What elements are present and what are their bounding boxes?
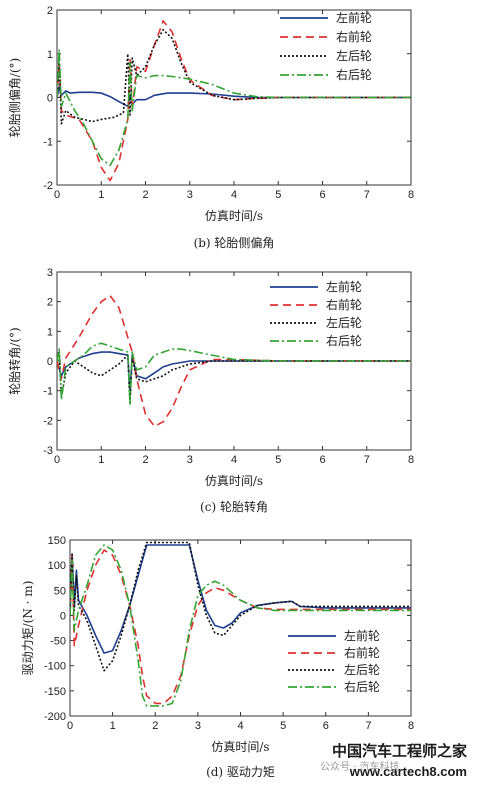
x-tick-label: 3	[195, 720, 201, 732]
series-line-1	[57, 294, 411, 428]
y-tick-label: 100	[48, 560, 66, 572]
x-tick-label: 3	[187, 454, 193, 466]
legend-label-2: 左后轮	[344, 662, 380, 677]
y-tick-label: -150	[44, 686, 66, 698]
x-tick-label: 8	[408, 720, 414, 732]
y-tick-label: 50	[54, 585, 66, 597]
series-line-1	[57, 20, 411, 182]
legend-label-0: 左前轮	[344, 628, 380, 643]
series-line-3	[57, 48, 411, 167]
x-tick-label: 5	[275, 454, 281, 466]
y-tick-label: 0	[60, 610, 66, 622]
legend-label-3: 右后轮	[326, 333, 362, 348]
x-tick-label: 1	[98, 189, 104, 201]
x-tick-label: 6	[319, 454, 325, 466]
x-tick-label: 7	[365, 720, 371, 732]
y-tick-label: -200	[44, 711, 66, 723]
x-tick-label: 8	[408, 454, 414, 466]
x-tick-label: 4	[231, 454, 237, 466]
legend-label-1: 右前轮	[336, 29, 372, 44]
series-line-0	[57, 351, 411, 395]
y-tick-label: -3	[43, 445, 53, 457]
watermark-site: www.cartech8.com	[349, 764, 467, 779]
y-tick-label: 3	[47, 267, 53, 279]
y-tick-label: 2	[47, 297, 53, 309]
y-axis-label: 驱动力矩/(N · m)	[21, 581, 35, 676]
x-tick-label: 2	[152, 720, 158, 732]
series-line-3	[70, 544, 411, 707]
panel-caption: (b) 轮胎侧偏角	[194, 235, 275, 250]
y-tick-label: 1	[47, 326, 53, 338]
y-tick-label: -1	[43, 136, 53, 148]
legend-label-2: 左后轮	[326, 315, 362, 330]
y-tick-label: 1	[47, 49, 53, 61]
x-tick-label: 5	[275, 189, 281, 201]
legend-label-0: 左前轮	[336, 10, 372, 25]
x-axis-label: 仿真时间/s	[205, 474, 263, 488]
legend-label-3: 右后轮	[336, 67, 372, 82]
y-tick-label: -1	[43, 386, 53, 398]
x-tick-label: 2	[142, 189, 148, 201]
x-tick-label: 6	[323, 720, 329, 732]
x-tick-label: 0	[54, 454, 60, 466]
x-tick-label: 7	[364, 189, 370, 201]
x-tick-label: 0	[67, 720, 73, 732]
y-tick-label: -100	[44, 661, 66, 673]
legend-label-0: 左前轮	[326, 279, 362, 294]
x-axis-label: 仿真时间/s	[211, 740, 269, 754]
x-tick-label: 7	[364, 454, 370, 466]
chart-panel-2: 0 1 2 3 4 5 6 7 8-200-150-100-50050100150左前轮右前轮左…	[21, 535, 414, 779]
panel-caption: (d) 驱动力矩	[206, 765, 275, 779]
x-tick-label: 8	[408, 189, 414, 201]
x-tick-label: 4	[231, 189, 237, 201]
series-line-0	[57, 85, 411, 108]
y-tick-label: 2	[47, 5, 53, 17]
x-tick-label: 1	[98, 454, 104, 466]
series-line-1	[70, 549, 411, 705]
panel-caption: (c) 轮胎转角	[200, 499, 268, 514]
y-tick-label: -2	[43, 415, 53, 427]
x-tick-label: 3	[187, 189, 193, 201]
y-axis-label: 轮胎侧偏角/(°)	[7, 58, 22, 137]
watermark-brand: 中国汽车工程师之家	[332, 742, 467, 760]
series-line-3	[57, 342, 411, 407]
x-tick-label: 2	[142, 454, 148, 466]
y-tick-label: -2	[43, 180, 53, 192]
y-tick-label: 0	[47, 356, 53, 368]
y-tick-label: 0	[47, 93, 53, 105]
series-line-2	[57, 28, 411, 125]
x-tick-label: 1	[110, 720, 116, 732]
legend-label-1: 右前轮	[326, 297, 362, 312]
x-tick-label: 5	[280, 720, 286, 732]
x-axis-label: 仿真时间/s	[205, 209, 263, 223]
x-tick-label: 0	[54, 189, 60, 201]
x-tick-label: 4	[237, 720, 243, 732]
y-tick-label: -50	[50, 636, 66, 648]
x-tick-label: 6	[319, 189, 325, 201]
legend-label-1: 右前轮	[344, 645, 380, 660]
watermark-faint: 公众号 · 汽车科技	[320, 760, 400, 773]
legend-label-3: 右后轮	[344, 679, 380, 694]
y-tick-label: 150	[48, 535, 66, 547]
y-axis-label: 轮胎转角/(°)	[7, 327, 22, 394]
legend-label-2: 左后轮	[336, 48, 372, 63]
